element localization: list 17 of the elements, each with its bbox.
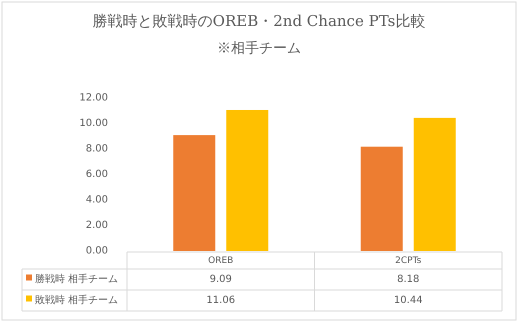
y-tick-label: 8.00 bbox=[86, 144, 108, 155]
data-label: 8.18 bbox=[397, 274, 420, 286]
x-tick-label: 2CPTs bbox=[395, 256, 422, 266]
chart-subtitle: ※相手チーム bbox=[217, 40, 301, 57]
legend-label: 敗戦時 相手チーム bbox=[35, 294, 118, 306]
data-label: 9.09 bbox=[210, 274, 232, 286]
legend-label: 勝戦時 相手チーム bbox=[35, 273, 118, 286]
y-tick-label: 4.00 bbox=[86, 194, 108, 206]
data-label: 11.06 bbox=[206, 295, 236, 306]
y-tick-label: 6.00 bbox=[86, 169, 108, 180]
data-label: 10.44 bbox=[394, 295, 423, 306]
x-tick-label: OREB bbox=[208, 256, 234, 266]
y-tick-label: 12.00 bbox=[79, 92, 108, 104]
y-tick-label: 0.00 bbox=[86, 246, 108, 257]
y-tick-label: 10.00 bbox=[79, 118, 108, 130]
chart-title: 勝戦時と敗戦時のOREB・2nd Chance PTs比較 bbox=[92, 12, 426, 30]
y-tick-label: 2.00 bbox=[86, 220, 108, 232]
